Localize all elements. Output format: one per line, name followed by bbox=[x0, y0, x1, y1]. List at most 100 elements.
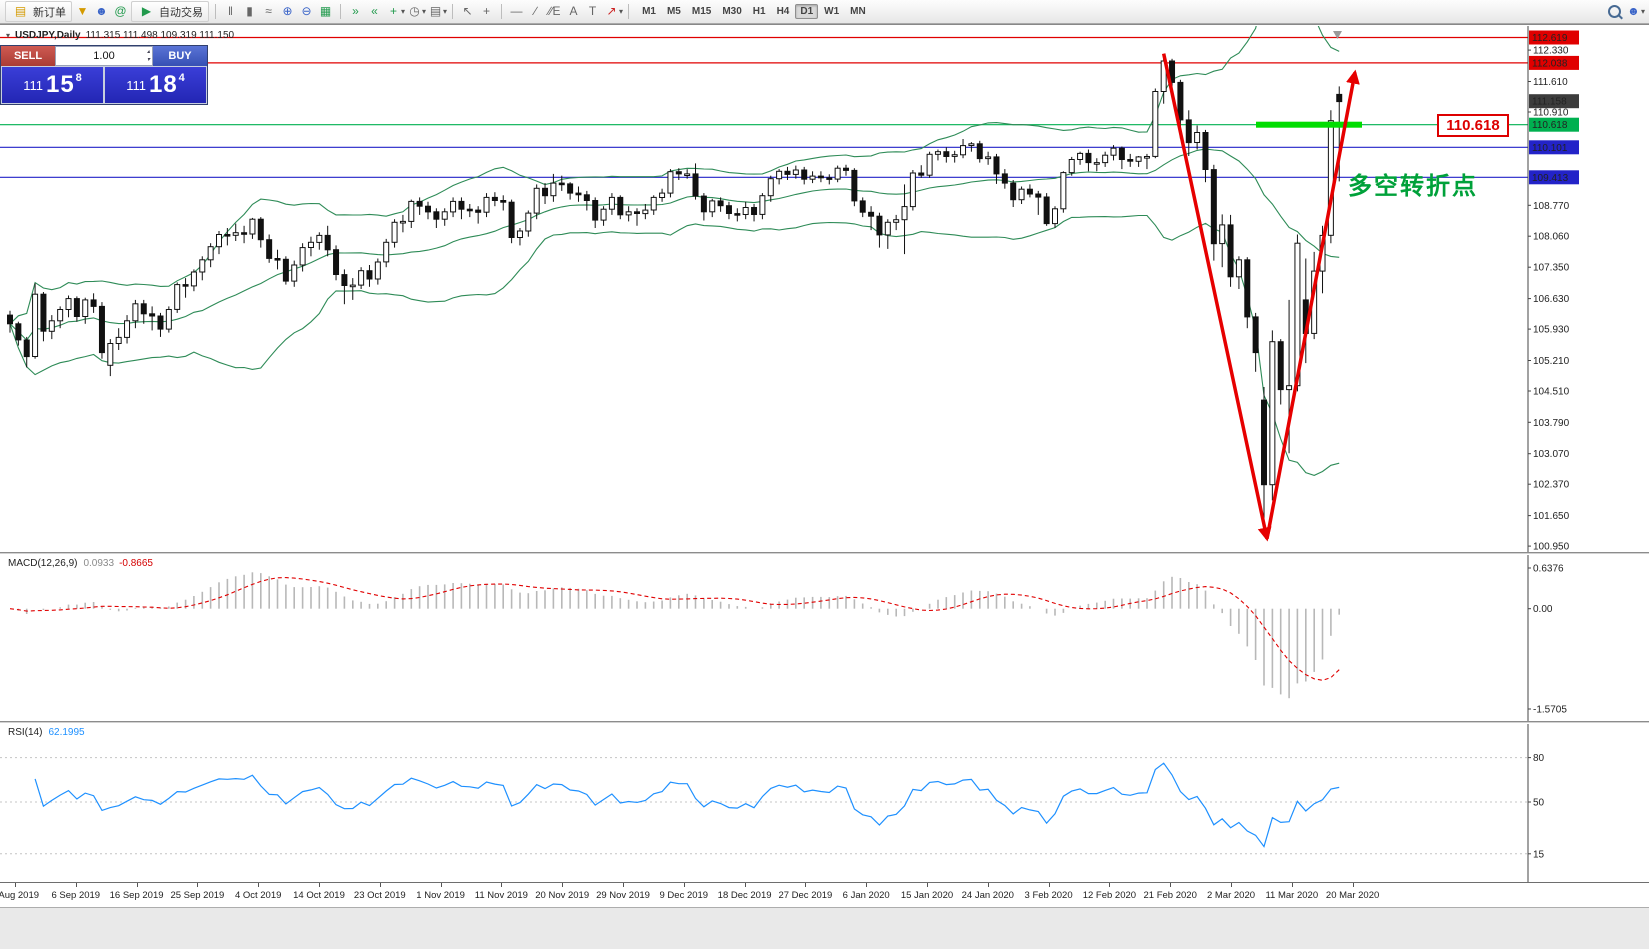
date-label: 25 Sep 2019 bbox=[170, 890, 225, 901]
svg-text:111.610: 111.610 bbox=[1533, 77, 1568, 88]
date-label: 20 Mar 2020 bbox=[1325, 890, 1380, 901]
label-tool-icon[interactable]: T bbox=[588, 4, 597, 18]
buy-button[interactable]: BUY bbox=[153, 46, 207, 66]
volume-field[interactable]: 1.00 ▴ ▾ bbox=[55, 46, 153, 66]
macd-panel-canvas[interactable]: 0.6376 0.00 -1.5705 bbox=[0, 555, 1649, 721]
buy-price-pips: 18 bbox=[148, 71, 178, 98]
templates-dropdown-caret-icon[interactable]: ▾ bbox=[443, 7, 448, 16]
date-tick bbox=[1231, 883, 1232, 887]
date-label: 12 Feb 2020 bbox=[1082, 890, 1137, 901]
periods-icon[interactable]: ◷ bbox=[409, 4, 420, 18]
chart-shift-icon[interactable]: « bbox=[371, 4, 378, 18]
volume-stepper[interactable]: ▴ ▾ bbox=[147, 48, 150, 64]
periods-dropdown-caret-icon[interactable]: ▾ bbox=[422, 7, 427, 16]
timeframe-m30[interactable]: M30 bbox=[722, 6, 742, 17]
svg-text:105.210: 105.210 bbox=[1533, 356, 1570, 367]
sell-price-pips: 15 bbox=[45, 71, 75, 98]
main-chart-canvas[interactable]: 112.330 111.610 110.910 108.770 108.060 107.3… bbox=[0, 26, 1649, 552]
date-label: 14 Oct 2019 bbox=[293, 890, 345, 901]
svg-text:80: 80 bbox=[1533, 753, 1545, 764]
sell-button[interactable]: SELL bbox=[1, 46, 55, 66]
date-tick bbox=[440, 883, 442, 887]
alerts-icon[interactable]: ▼ bbox=[76, 4, 89, 18]
horizontal-line-icon[interactable]: — bbox=[510, 4, 523, 18]
templates-icon[interactable]: ▤ bbox=[429, 4, 442, 18]
svg-text:101.650: 101.650 bbox=[1533, 511, 1570, 522]
date-label: 3 Feb 2020 bbox=[1024, 890, 1073, 901]
timeframe-h4[interactable]: H4 bbox=[776, 6, 790, 17]
date-label: 21 Feb 2020 bbox=[1143, 890, 1197, 901]
buy-price-button[interactable]: 111 18 4 bbox=[105, 67, 206, 103]
crosshair-icon[interactable]: + bbox=[483, 4, 491, 18]
timeframe-m1[interactable]: M1 bbox=[642, 6, 656, 17]
arrows-tool-icon[interactable]: ↗ bbox=[606, 4, 617, 18]
macd-signal-value: -0.8665 bbox=[119, 558, 153, 569]
svg-text:104.510: 104.510 bbox=[1533, 387, 1570, 398]
macd-signal-line bbox=[9, 577, 1340, 681]
auto-trading-button[interactable]: ▶ 自动交易 bbox=[131, 1, 209, 22]
timeframe-mn[interactable]: MN bbox=[850, 6, 866, 17]
timeframe-d1[interactable]: D1 bbox=[795, 4, 819, 19]
status-strip bbox=[0, 907, 1649, 949]
timeframe-m5[interactable]: M5 bbox=[666, 6, 681, 17]
timeframe-w1[interactable]: W1 bbox=[824, 6, 840, 17]
timeframe-h1[interactable]: H1 bbox=[752, 6, 766, 17]
toolbar-separator bbox=[628, 4, 630, 19]
date-tick bbox=[1048, 883, 1050, 887]
v-reversal-arrows[interactable] bbox=[1161, 53, 1360, 542]
date-axis[interactable]: 8 Aug 2019 6 Sep 2019 16 Sep 2019 25 Sep 20… bbox=[0, 882, 1649, 908]
new-order-button[interactable]: ▤ 新订单 bbox=[5, 1, 72, 22]
rsi-panel-canvas[interactable]: 80 50 15 bbox=[0, 724, 1649, 884]
add-indicator-icon[interactable]: + bbox=[389, 4, 397, 18]
line-chart-icon[interactable]: ≈ bbox=[265, 4, 272, 18]
svg-text:0.00: 0.00 bbox=[1533, 604, 1553, 615]
chart-shift-marker-icon bbox=[1333, 31, 1342, 39]
panel-divider[interactable] bbox=[0, 552, 1649, 555]
date-tick bbox=[927, 883, 928, 887]
symbol-title: USDJPY,Daily bbox=[15, 30, 81, 41]
bar-chart-icon[interactable]: ‖ bbox=[228, 4, 233, 18]
channel-icon[interactable]: ∕∕E bbox=[548, 4, 561, 18]
rsi-name: RSI(14) bbox=[8, 727, 43, 738]
auto-trading-label: 自动交易 bbox=[159, 6, 203, 19]
date-tick bbox=[501, 883, 503, 887]
indicator-dropdown-caret-icon[interactable]: ▾ bbox=[401, 7, 406, 16]
candlestick-chart-icon[interactable]: ▮ bbox=[246, 4, 253, 18]
new-order-label: 新订单 bbox=[33, 6, 66, 19]
toolbar-separator bbox=[340, 4, 341, 19]
date-label: 27 Dec 2019 bbox=[778, 890, 833, 901]
date-tick bbox=[1109, 883, 1111, 887]
panel-divider[interactable] bbox=[0, 721, 1649, 724]
svg-text:107.350: 107.350 bbox=[1533, 263, 1570, 274]
date-tick bbox=[15, 883, 16, 887]
volume-value: 1.00 bbox=[93, 50, 115, 62]
grid-icon[interactable]: ▦ bbox=[319, 4, 332, 18]
svg-text:108.770: 108.770 bbox=[1533, 201, 1570, 212]
sell-price-button[interactable]: 111 15 8 bbox=[2, 67, 103, 103]
account-dropdown-caret-icon[interactable]: ▾ bbox=[1640, 7, 1645, 16]
macd-title: MACD(12,26,9) 0.0933 -0.8665 bbox=[8, 558, 153, 569]
turning-point-annotation[interactable]: 多空转折点 bbox=[1348, 173, 1478, 200]
date-label: 24 Jan 2020 bbox=[961, 890, 1014, 901]
arrows-dropdown-caret-icon[interactable]: ▾ bbox=[619, 7, 624, 16]
price-callout-label[interactable]: 110.618 bbox=[1437, 114, 1509, 137]
date-label: 16 Sep 2019 bbox=[109, 890, 164, 901]
one-click-collapse-icon[interactable]: ▾ bbox=[6, 31, 11, 40]
auto-scroll-icon[interactable]: » bbox=[352, 4, 359, 18]
search-icon[interactable] bbox=[1606, 3, 1623, 20]
timeframe-m15[interactable]: M15 bbox=[691, 6, 712, 17]
trendline-icon[interactable]: ∕ bbox=[534, 4, 537, 18]
zoom-out-icon[interactable]: ⊖ bbox=[301, 4, 312, 18]
account-menu-icon[interactable]: ☻ bbox=[1627, 4, 1640, 18]
text-tool-icon[interactable]: A bbox=[569, 4, 578, 18]
cursor-icon[interactable]: ↖ bbox=[462, 4, 473, 18]
zoom-in-icon[interactable]: ⊕ bbox=[282, 4, 293, 18]
volume-down-icon[interactable]: ▾ bbox=[146, 57, 150, 63]
svg-text:15: 15 bbox=[1533, 849, 1545, 860]
date-label: 18 Dec 2019 bbox=[717, 890, 772, 901]
sell-price-point: 8 bbox=[75, 72, 82, 85]
volume-up-icon[interactable]: ▴ bbox=[146, 49, 150, 55]
open-account-icon[interactable]: ☻ bbox=[95, 4, 108, 18]
mql5-community-icon[interactable]: @ bbox=[114, 4, 127, 18]
